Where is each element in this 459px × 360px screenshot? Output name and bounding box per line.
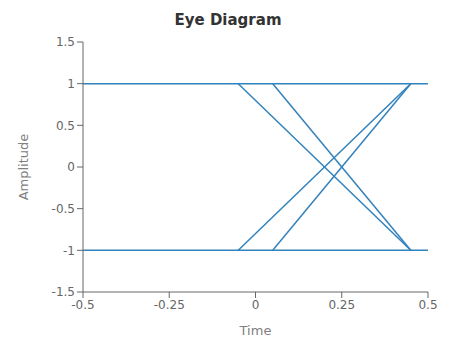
svg-text:1: 1 [67,77,75,91]
svg-text:-1.5: -1.5 [52,285,75,299]
svg-text:-0.5: -0.5 [71,298,94,312]
svg-text:1.5: 1.5 [56,35,75,49]
svg-text:-0.5: -0.5 [52,202,75,216]
svg-text:0: 0 [67,160,75,174]
svg-text:0.5: 0.5 [418,298,437,312]
svg-text:-1: -1 [63,244,75,258]
svg-text:0.5: 0.5 [56,119,75,133]
html-text:Eye Diagram: Eye Diagram [174,11,282,29]
svg-text:-0.25: -0.25 [154,298,185,312]
svg-text:0.25: 0.25 [328,298,355,312]
svg-text:Time: Time [239,323,272,338]
svg-text:Amplitude: Amplitude [16,134,31,201]
svg-text:0: 0 [252,298,260,312]
